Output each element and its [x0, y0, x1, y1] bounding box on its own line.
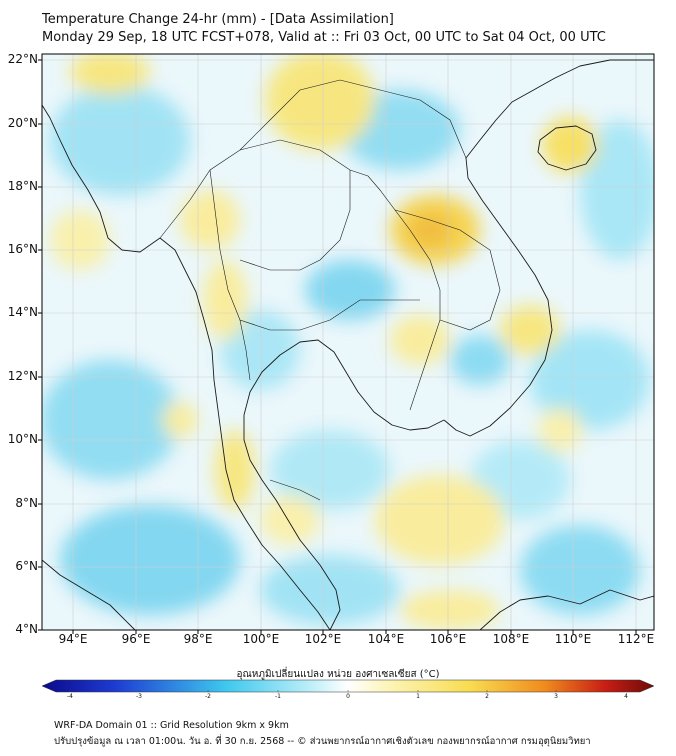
colorbar-tick-label: -1	[275, 693, 281, 700]
colorbar-tick-label: -3	[136, 693, 142, 700]
lat-label: 18°N	[7, 179, 38, 193]
colorbar-tick-label: 0	[346, 693, 350, 700]
lat-label: 22°N	[7, 52, 38, 66]
coastlines	[42, 59, 654, 630]
lat-label: 12°N	[7, 369, 38, 383]
lat-label: 8°N	[15, 496, 38, 510]
lat-label: 14°N	[7, 305, 38, 319]
lat-label: 16°N	[7, 242, 38, 256]
lat-label: 4°N	[15, 622, 38, 636]
lat-label: 10°N	[7, 432, 38, 446]
map-subtitle: Monday 29 Sep, 18 UTC FCST+078, Valid at…	[42, 30, 606, 45]
lon-label: 104°E	[367, 632, 405, 646]
borders	[159, 79, 501, 501]
lon-label: 100°E	[242, 632, 280, 646]
colorbar-tick-label: 2	[485, 693, 489, 700]
map-frame	[41, 53, 655, 631]
lon-label: 112°E	[617, 632, 655, 646]
map-title: Temperature Change 24-hr (mm) - [Data As…	[42, 12, 394, 27]
lon-label: 108°E	[492, 632, 530, 646]
lon-label: 106°E	[429, 632, 467, 646]
lon-label: 102°E	[304, 632, 342, 646]
axis-ticks	[38, 59, 637, 634]
colorbar	[41, 679, 655, 693]
colorbar-title: อุณหภูมิเปลี่ยนแปลง หน่วย องศาเซลเซียส (…	[236, 669, 440, 680]
lat-label: 20°N	[7, 116, 38, 130]
temperature-field	[42, 54, 654, 630]
colorbar-tick-label: 4	[624, 693, 628, 700]
lat-label: 6°N	[15, 559, 38, 573]
graticule	[42, 54, 654, 630]
lon-label: 110°E	[554, 632, 592, 646]
colorbar-tick-label: 3	[554, 693, 558, 700]
colorbar-ticks	[69, 690, 627, 692]
colorbar-tick-label: -2	[205, 693, 211, 700]
lon-label: 94°E	[58, 632, 88, 646]
lon-label: 96°E	[121, 632, 151, 646]
lon-label: 98°E	[183, 632, 213, 646]
colorbar-tick-label: -4	[67, 693, 73, 700]
footer-model-info: WRF-DA Domain 01 :: Grid Resolution 9km …	[54, 720, 289, 731]
footer-credit: ปรับปรุงข้อมูล ณ เวลา 01:00น. วัน อ. ที่…	[54, 736, 591, 747]
colorbar-tick-label: 1	[416, 693, 420, 700]
